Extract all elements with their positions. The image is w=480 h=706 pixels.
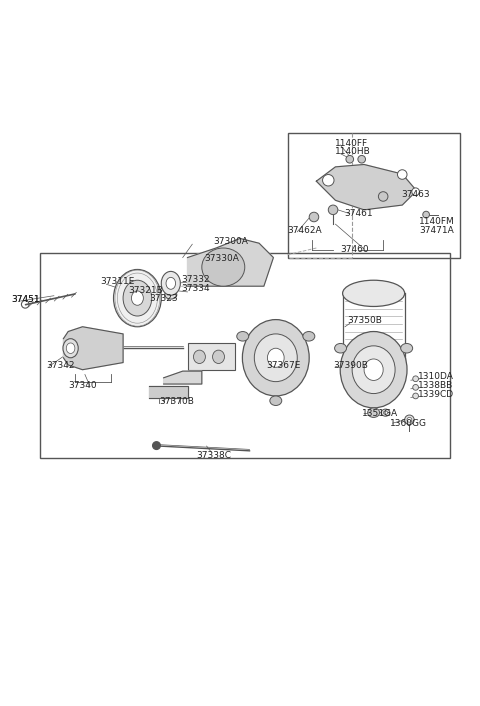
Text: 37390B: 37390B	[333, 361, 368, 371]
Text: 37332: 37332	[181, 275, 209, 284]
Ellipse shape	[161, 271, 180, 295]
Polygon shape	[316, 164, 417, 210]
Ellipse shape	[368, 408, 380, 417]
Circle shape	[378, 192, 388, 201]
Circle shape	[407, 417, 412, 422]
Circle shape	[397, 169, 407, 179]
Text: 37338C: 37338C	[196, 451, 231, 460]
Text: 37342: 37342	[47, 361, 75, 371]
Circle shape	[412, 188, 420, 196]
Ellipse shape	[270, 396, 282, 405]
Text: 37321B: 37321B	[128, 287, 163, 296]
Text: 37300A: 37300A	[213, 237, 248, 246]
Ellipse shape	[352, 346, 395, 393]
Ellipse shape	[358, 369, 389, 381]
Circle shape	[405, 415, 414, 424]
Circle shape	[413, 376, 419, 382]
Text: 37370B: 37370B	[159, 397, 194, 406]
Ellipse shape	[193, 350, 205, 364]
Text: 37451: 37451	[11, 295, 39, 304]
Circle shape	[413, 393, 419, 399]
Circle shape	[346, 155, 354, 163]
Ellipse shape	[213, 350, 225, 364]
Ellipse shape	[202, 248, 245, 286]
Ellipse shape	[364, 359, 383, 381]
Circle shape	[358, 155, 365, 163]
Ellipse shape	[335, 343, 347, 353]
Circle shape	[413, 385, 419, 390]
Circle shape	[423, 211, 430, 218]
Polygon shape	[149, 386, 188, 398]
Ellipse shape	[254, 334, 297, 382]
Text: 1140HB: 1140HB	[336, 147, 371, 156]
Text: 37461: 37461	[344, 209, 372, 217]
Text: 37311E: 37311E	[101, 277, 135, 286]
Text: 1360GG: 1360GG	[390, 419, 427, 428]
Ellipse shape	[401, 343, 413, 353]
Polygon shape	[188, 239, 274, 286]
Text: 1140FF: 1140FF	[336, 138, 369, 148]
Text: 37350B: 37350B	[348, 316, 382, 325]
Ellipse shape	[303, 332, 315, 341]
Ellipse shape	[343, 280, 405, 306]
Text: 37367E: 37367E	[266, 361, 300, 370]
Polygon shape	[63, 327, 123, 370]
Ellipse shape	[340, 332, 407, 408]
Circle shape	[323, 174, 334, 186]
Ellipse shape	[242, 320, 309, 396]
Bar	[39, 253, 450, 458]
Circle shape	[309, 213, 319, 222]
Bar	[188, 343, 235, 370]
Text: 37463: 37463	[401, 190, 430, 199]
Text: 1351GA: 1351GA	[362, 409, 398, 418]
Ellipse shape	[123, 280, 152, 316]
Text: 1310DA: 1310DA	[418, 372, 454, 381]
Circle shape	[328, 205, 338, 215]
Ellipse shape	[384, 411, 388, 414]
Text: 37451: 37451	[11, 295, 39, 304]
Polygon shape	[164, 371, 202, 384]
Text: 37471A: 37471A	[419, 226, 454, 235]
Ellipse shape	[381, 409, 390, 417]
Text: 37334: 37334	[181, 284, 209, 293]
Ellipse shape	[165, 290, 177, 299]
Text: 37330A: 37330A	[204, 254, 239, 263]
Text: 37323: 37323	[149, 294, 178, 303]
Text: 37462A: 37462A	[288, 227, 323, 235]
Ellipse shape	[132, 291, 144, 305]
Ellipse shape	[267, 348, 284, 367]
Text: 37460: 37460	[340, 246, 369, 254]
Text: 1338BB: 1338BB	[418, 381, 453, 390]
Text: 1140FM: 1140FM	[419, 217, 455, 226]
Circle shape	[153, 442, 160, 450]
Text: 37340: 37340	[68, 381, 97, 390]
Text: 1339CD: 1339CD	[418, 390, 454, 399]
Ellipse shape	[114, 270, 161, 327]
Ellipse shape	[63, 339, 78, 358]
Ellipse shape	[343, 361, 405, 388]
Ellipse shape	[237, 332, 249, 341]
Bar	[288, 133, 459, 258]
Ellipse shape	[166, 277, 176, 289]
Ellipse shape	[66, 343, 75, 354]
